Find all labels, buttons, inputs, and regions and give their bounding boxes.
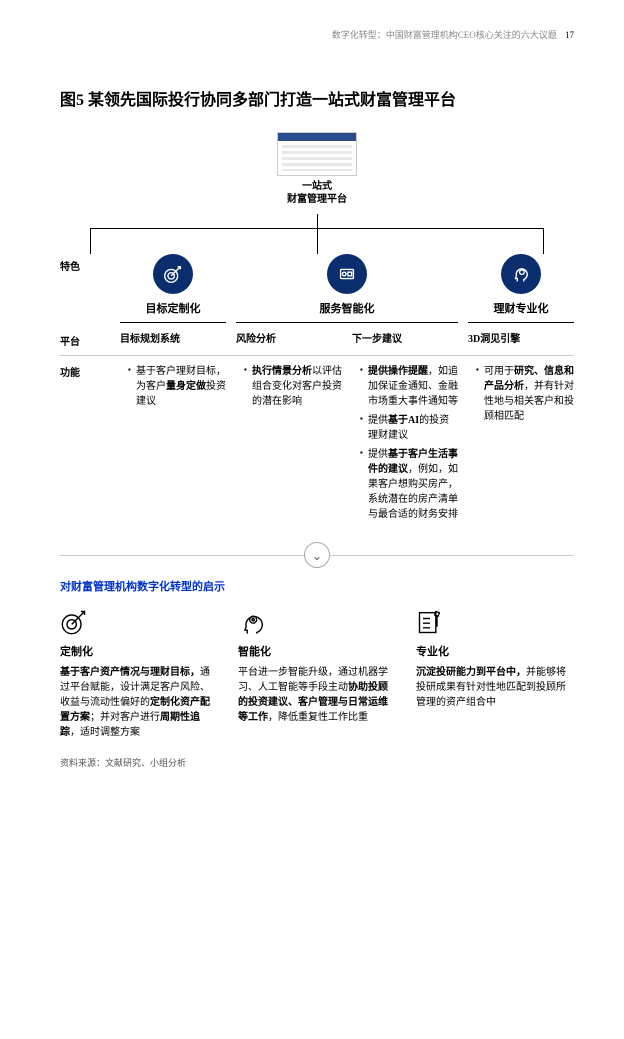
insight-2-body: 沉淀投研能力到平台中，并能够将投研成果有针对性地匹配到投顾所管理的资产组合中 [416,665,574,710]
function-bullet: 可用于研究、信息和产品分析，并有针对性地与相关客户和投顾相匹配 [476,364,574,424]
col-3-platform: 3D洞见引擎 [468,329,574,351]
insight-1-body: 平台进一步智能升级，通过机器学习、人工智能等手段主动协助投顾的投资建议、客户管理… [238,665,396,725]
insight-0: 定制化 基于客户资产情况与理财目标，通过平台赋能，设计满足客户风险、收益与流动性… [60,608,218,740]
insight-1: 智能化 平台进一步智能升级，通过机器学习、人工智能等手段主动协助投顾的投资建议、… [238,608,396,740]
function-bullet: 基于客户理财目标，为客户量身定做投资建议 [128,364,226,409]
col-1-head-block: 服务智能化 [236,254,458,329]
running-title: 数字化转型：中国财富管理机构CEO核心关注的六大议题 [332,30,557,40]
head-outline-icon [238,608,396,638]
target-outline-icon [60,608,218,638]
col-3-head-block: 理财专业化 [468,254,574,329]
row-label-platform: 平台 [60,329,110,351]
col-0-head-block: 目标定制化 [120,254,226,329]
head-icon [501,254,541,294]
row-label-function: 功能 [60,360,110,530]
function-bullet: 执行情景分析以评估组合变化对客户投资的潜在影响 [244,364,342,409]
target-icon [153,254,193,294]
tree-connector [90,214,544,254]
col-0-platform: 目标规划系统 [120,329,226,351]
chevron-down-icon: ⌄ [304,542,330,568]
function-bullet: 提供操作提醒，如追加保证金通知、金融市场重大事件通知等 [360,364,458,409]
col-2-platform: 下一步建议 [352,329,458,351]
hub-label: 一站式 财富管理平台 [60,180,574,206]
insight-2: 专业化 沉淀投研能力到平台中，并能够将投研成果有针对性地匹配到投顾所管理的资产组… [416,608,574,740]
col-0-head: 目标定制化 [120,300,226,323]
row-label-feature: 特色 [60,254,110,329]
checklist-icon [416,608,574,638]
feature-grid: 特色 目标定制化 服务智能化 理财专业化 平台 目标规划系统 风险分 [60,254,574,530]
col-3-functions: 可用于研究、信息和产品分析，并有针对性地与相关客户和投顾相匹配 [468,360,574,530]
insights-grid: 定制化 基于客户资产情况与理财目标，通过平台赋能，设计满足客户风险、收益与流动性… [60,608,574,740]
page-number: 17 [565,30,574,40]
col-2-functions: 提供操作提醒，如追加保证金通知、金融市场重大事件通知等提供基于AI的投资理财建议… [352,360,458,530]
function-bullet: 提供基于AI的投资理财建议 [360,413,458,443]
hub-label-line2: 财富管理平台 [287,194,347,205]
figure-title: 图5 某领先国际投行协同多部门打造一站式财富管理平台 [60,90,574,112]
function-bullet: 提供基于客户生活事件的建议，例如，如果客户想购买房产，系统潜在的房产清单与最合适… [360,447,458,522]
source-line: 资料来源：文献研究、小组分析 [60,756,574,769]
col-0-functions: 基于客户理财目标，为客户量身定做投资建议 [120,360,226,530]
insight-0-title: 定制化 [60,644,218,661]
hub-block: 一站式 财富管理平台 [60,132,574,206]
hub-label-line1: 一站式 [302,181,332,192]
insight-2-title: 专业化 [416,644,574,661]
col-3-head: 理财专业化 [468,300,574,323]
grid-rule [60,355,574,356]
insight-0-body: 基于客户资产情况与理财目标，通过平台赋能，设计满足客户风险、收益与流动性偏好的定… [60,665,218,740]
hub-screenshot-thumb [277,132,357,176]
col-1-functions: 执行情景分析以评估组合变化对客户投资的潜在影响 [236,360,342,530]
section-divider: ⌄ [60,542,574,568]
col-1-platform: 风险分析 [236,329,342,351]
chip-icon [327,254,367,294]
insight-1-title: 智能化 [238,644,396,661]
col-1-head: 服务智能化 [236,300,458,323]
running-header: 数字化转型：中国财富管理机构CEO核心关注的六大议题 17 [332,28,574,41]
subheading: 对财富管理机构数字化转型的启示 [60,578,574,594]
